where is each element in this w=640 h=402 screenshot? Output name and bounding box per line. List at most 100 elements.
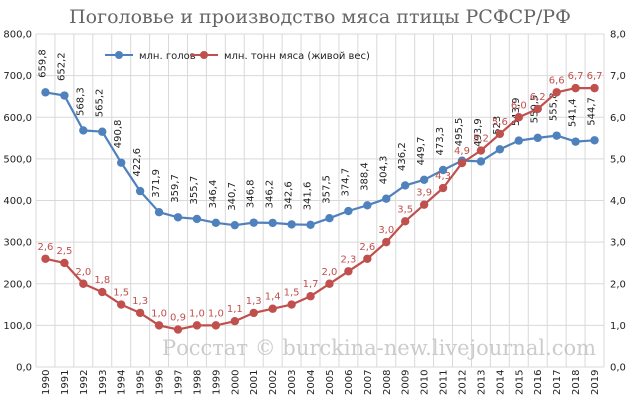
series-point-0 <box>211 218 221 228</box>
data-label: 1,3 <box>246 296 262 307</box>
x-tick-label: 1993 <box>98 370 109 395</box>
series-point-1 <box>135 308 145 318</box>
data-label: 490,8 <box>113 120 124 149</box>
series-point-1 <box>60 258 69 268</box>
data-label: 6,7 <box>587 71 603 82</box>
data-label: 1,0 <box>208 308 224 319</box>
x-tick-label: 2002 <box>268 370 279 395</box>
series-point-1 <box>325 279 334 288</box>
series-point-0 <box>173 213 183 222</box>
series-point-1 <box>514 113 523 122</box>
data-label: 0,9 <box>170 313 186 324</box>
x-tick-label: 2008 <box>382 370 393 395</box>
x-tick-label: 1990 <box>41 370 52 395</box>
data-label: 346,4 <box>208 180 219 209</box>
data-label: 404,3 <box>378 156 389 185</box>
x-tick-label: 2011 <box>439 370 450 395</box>
series-point-1 <box>306 292 315 301</box>
series-point-0 <box>268 218 277 228</box>
series-point-1 <box>98 287 107 297</box>
data-label: 359,7 <box>170 174 181 203</box>
x-tick-label: 2016 <box>533 370 544 395</box>
data-label: 541,4 <box>568 99 579 128</box>
series-point-0 <box>154 207 164 217</box>
y-left-tick-label: 100,0 <box>3 321 32 332</box>
series-point-0 <box>117 158 126 167</box>
series-point-1 <box>41 254 50 263</box>
data-label: 3,9 <box>416 188 432 199</box>
data-label: 4,3 <box>435 171 451 182</box>
x-tick-label: 2019 <box>590 370 601 395</box>
right-axis: 0,0 1,0 2,0 3,0 4,0 5,0 6,0 7,0 8,0 <box>610 30 626 374</box>
data-label: 1,4 <box>265 292 281 303</box>
data-label: 6,2 <box>530 92 546 103</box>
data-label: 449,7 <box>416 137 427 166</box>
data-label: 523 <box>492 116 503 135</box>
series-point-1 <box>590 83 599 93</box>
series-point-1 <box>495 129 505 139</box>
series-point-1 <box>438 183 448 193</box>
series-point-0 <box>41 88 50 97</box>
x-tick-label: 1992 <box>79 370 90 395</box>
series-point-0 <box>514 136 523 145</box>
data-label: 341,6 <box>303 182 314 211</box>
legend-label-meat: млн. тонн мяса (живой вес) <box>224 51 370 62</box>
x-axis: 1990 1991 1992 1993 1994 1995 1996 1997 1998 1999… <box>41 370 601 395</box>
y-left-tick-label: 600,0 <box>3 113 32 124</box>
data-label: 355,7 <box>189 176 200 205</box>
x-tick-label: 2015 <box>514 370 525 395</box>
data-label: 495,5 <box>454 118 465 147</box>
x-tick-label: 2012 <box>458 370 469 395</box>
series-point-0 <box>495 145 505 154</box>
x-tick-label: 2000 <box>230 370 241 395</box>
series-point-0 <box>438 165 448 175</box>
data-label: 2,0 <box>322 267 338 278</box>
y-left-tick-label: 500,0 <box>3 154 32 165</box>
series-point-1 <box>211 321 221 330</box>
series-point-0 <box>230 220 239 230</box>
x-tick-label: 1994 <box>117 370 128 395</box>
series-point-0 <box>552 131 561 140</box>
x-tick-label: 2010 <box>420 370 431 395</box>
y-right-tick-label: 1,0 <box>610 321 626 332</box>
y-right-tick-label: 2,0 <box>610 279 626 290</box>
y-right-tick-label: 5,0 <box>610 154 626 165</box>
series-point-1 <box>154 321 164 330</box>
x-tick-label: 1997 <box>174 370 185 395</box>
data-label: 342,6 <box>284 181 295 210</box>
data-label: 555,8 <box>549 93 560 122</box>
series-point-1 <box>117 300 126 309</box>
series-point-0 <box>192 214 202 224</box>
data-label: 5,6 <box>492 117 508 128</box>
series-point-0 <box>79 126 88 135</box>
series-point-1 <box>268 304 277 313</box>
chart-title: Поголовье и производство мяса птицы РСФС… <box>69 6 571 28</box>
legend-label-heads: млн. голов <box>139 51 196 62</box>
data-label: 388,4 <box>359 162 370 191</box>
series-point-0 <box>325 213 334 223</box>
series-point-1 <box>401 217 410 226</box>
x-tick-label: 1999 <box>211 370 222 395</box>
y-right-tick-label: 6,0 <box>610 113 626 124</box>
series-point-1 <box>249 308 258 318</box>
series-point-0 <box>419 175 429 185</box>
series-point-1 <box>419 200 429 209</box>
y-left-tick-label: 800,0 <box>3 30 32 41</box>
data-label: 340,7 <box>227 182 238 211</box>
x-tick-label: 2009 <box>401 370 412 395</box>
x-tick-label: 2017 <box>552 370 563 395</box>
series-point-0 <box>60 91 69 100</box>
series-point-1 <box>571 83 580 93</box>
legend-marker-heads <box>115 51 123 59</box>
data-label: 6,0 <box>511 100 527 111</box>
y-right-tick-label: 3,0 <box>610 238 626 249</box>
data-label: 346,2 <box>265 180 276 209</box>
data-label: 543,9 <box>511 97 522 126</box>
data-label: 565,2 <box>94 89 105 118</box>
x-tick-label: 2001 <box>249 370 260 395</box>
x-tick-label: 1996 <box>155 370 166 395</box>
data-label: 1,0 <box>189 308 205 319</box>
x-tick-label: 1995 <box>136 370 147 395</box>
series-point-0 <box>287 220 296 229</box>
